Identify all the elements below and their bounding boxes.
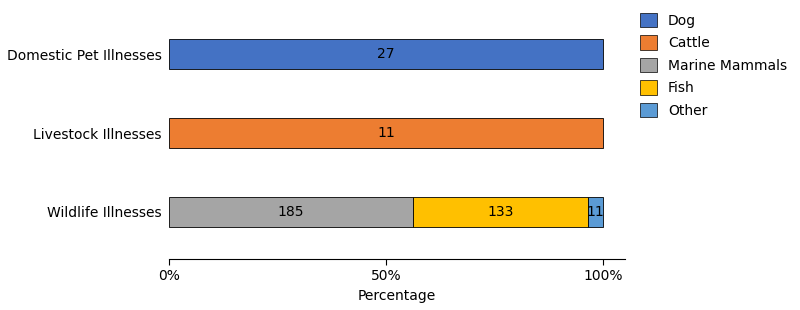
Text: 185: 185 bbox=[278, 205, 304, 219]
Text: 11: 11 bbox=[587, 205, 605, 219]
Legend: Dog, Cattle, Marine Mammals, Fish, Other: Dog, Cattle, Marine Mammals, Fish, Other bbox=[636, 9, 791, 122]
Bar bbox=[169, 39, 603, 69]
Bar bbox=[589, 197, 603, 227]
Bar bbox=[169, 197, 413, 227]
Text: 27: 27 bbox=[377, 47, 394, 61]
Text: 133: 133 bbox=[487, 205, 514, 219]
Bar bbox=[169, 118, 603, 148]
Bar bbox=[413, 197, 589, 227]
Text: 11: 11 bbox=[377, 126, 394, 140]
X-axis label: Percentage: Percentage bbox=[358, 289, 436, 303]
